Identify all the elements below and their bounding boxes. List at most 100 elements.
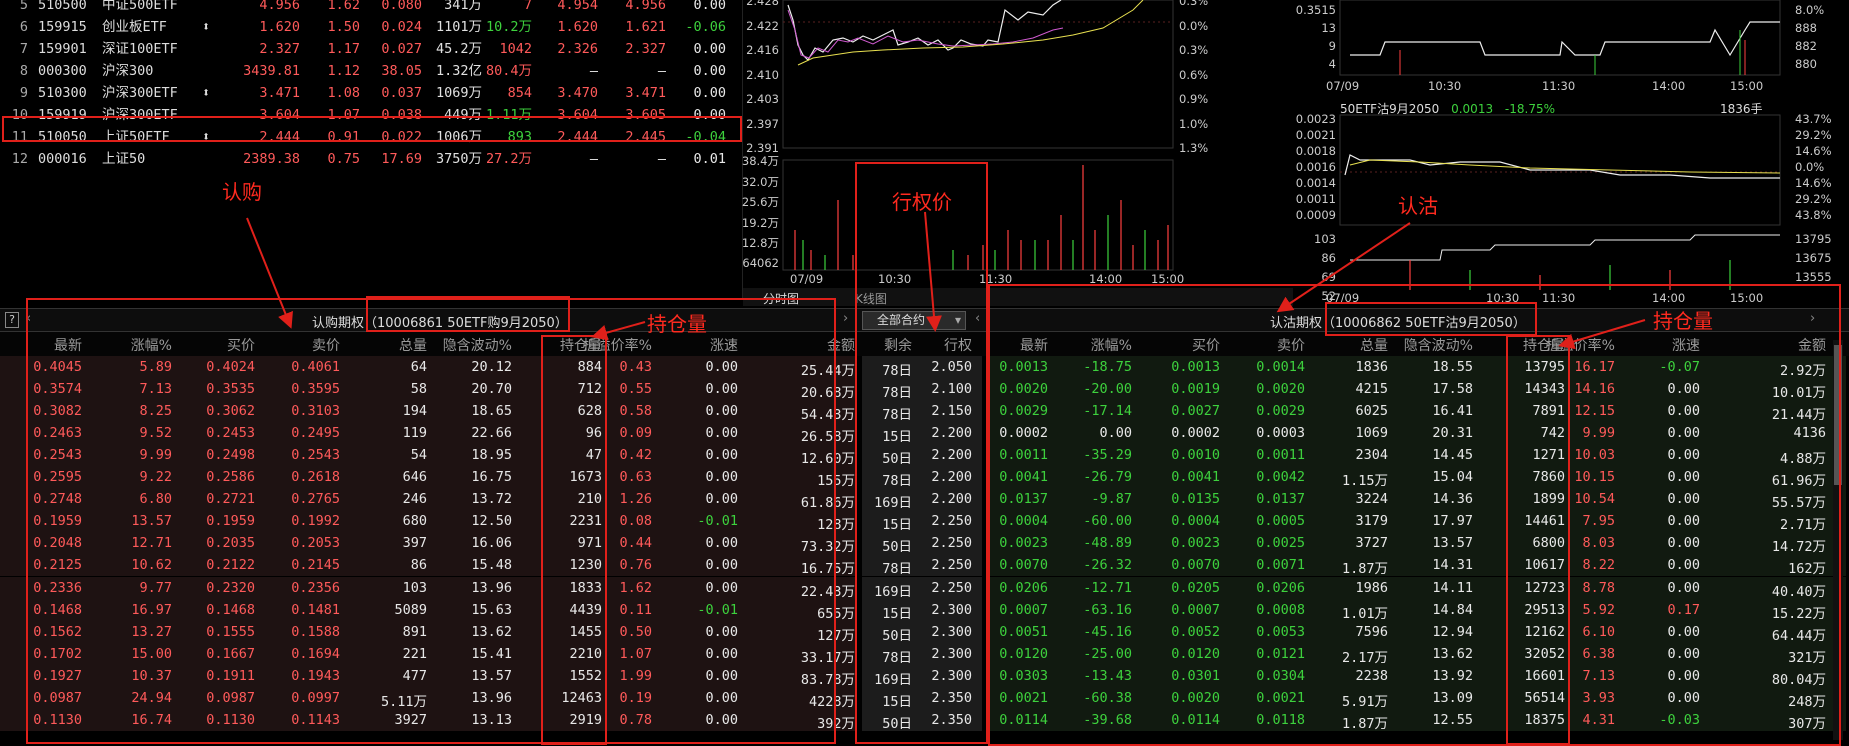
put-next-arrow-icon[interactable]: › bbox=[1810, 311, 1816, 326]
stock-pct: 1.17 bbox=[327, 41, 360, 57]
call-cell: 16.06 bbox=[471, 535, 512, 552]
put-col-header[interactable]: 买价 bbox=[1192, 338, 1220, 354]
call-next-arrow-icon[interactable]: › bbox=[843, 311, 849, 326]
table-row[interactable]: 0.0987 24.94 0.0987 0.0997 5.11万 13.96 12463 0.… bbox=[0, 686, 1849, 710]
strike-row-bg bbox=[862, 422, 982, 445]
stock-amount: 854 bbox=[507, 85, 532, 101]
axis-tick-label: 13 bbox=[1321, 21, 1336, 35]
stock-volume: 1069万 bbox=[435, 85, 482, 101]
put-prev-arrow-icon[interactable]: ‹ bbox=[975, 311, 981, 326]
axis-tick-label: 32.0万 bbox=[741, 174, 779, 189]
table-row[interactable]: 0.2125 10.62 0.2122 0.2145 86 15.48 1230 0.76 0.… bbox=[0, 554, 1849, 577]
stock-change: 0.038 bbox=[381, 107, 422, 123]
put-cell: 2238 bbox=[1355, 667, 1388, 684]
call-cell: 9.22 bbox=[139, 469, 172, 486]
table-row[interactable]: 0.2463 9.52 0.2453 0.2495 119 22.66 96 0.09 0.00… bbox=[0, 422, 1849, 445]
call-cell: 10.62 bbox=[131, 557, 172, 574]
call-cell: 2231 bbox=[569, 513, 602, 530]
stock-row[interactable]: 9 510300 沪深300ETF ⬍ 3.471 1.08 0.037 1069万 854 3.… bbox=[0, 82, 740, 104]
table-row[interactable]: 0.2748 6.80 0.2721 0.2765 246 13.72 210 1.26 0.0… bbox=[0, 488, 1849, 511]
table-row[interactable]: 0.4045 5.89 0.4024 0.4061 64 20.12 884 0.43 0.00… bbox=[0, 356, 1849, 379]
put-col-header[interactable]: 卖价 bbox=[1277, 338, 1305, 354]
stock-row[interactable]: 5 510500 中证500ETF 4.956 1.62 0.080 341万 7 4.954 4… bbox=[0, 0, 740, 16]
put-col-header[interactable]: 涨速 bbox=[1672, 338, 1700, 354]
put-col-header[interactable]: 最新 bbox=[1020, 338, 1048, 354]
stock-row[interactable]: 10 159919 沪深300ETF 3.604 1.07 0.038 449万 1.11万 3… bbox=[0, 104, 740, 126]
put-cell: -63.16 bbox=[1083, 601, 1132, 618]
call-col-header[interactable]: 折溢价率% bbox=[582, 338, 652, 354]
table-row[interactable]: 0.1562 13.27 0.1555 0.1588 891 13.62 1455 0.50 0… bbox=[0, 620, 1849, 644]
stock-row[interactable]: 6 159915 创业板ETF ⬍ 1.620 1.50 0.024 1101万 10.2万 1.… bbox=[0, 16, 740, 38]
put-col-header[interactable]: 持仓量 bbox=[1523, 338, 1565, 354]
option-chart[interactable]: 0.3515 13 9 4 8.0% 888 882 880 07/09 10:30 11:30… bbox=[1290, 0, 1849, 305]
call-col-header[interactable]: 总量 bbox=[399, 338, 427, 354]
table-row[interactable]: 0.1468 16.97 0.1468 0.1481 5089 15.63 4439 0.11… bbox=[0, 598, 1849, 622]
put-cell: 0.0303 bbox=[999, 667, 1048, 684]
call-col-header[interactable]: 涨幅% bbox=[130, 338, 172, 354]
stock-row[interactable]: 12 000016 上证50 2389.38 0.75 17.69 3750万 27.2万 — —… bbox=[0, 148, 740, 170]
call-col-header[interactable]: 买价 bbox=[227, 338, 255, 354]
table-row[interactable]: 0.1959 13.57 0.1959 0.1992 680 12.50 2231 0.08 -… bbox=[0, 510, 1849, 533]
stock-row[interactable]: 7 159901 深证100ETF 2.327 1.17 0.027 45.2万 1042 2.… bbox=[0, 38, 740, 60]
put-cell: 12162 bbox=[1524, 623, 1565, 640]
call-cell: 0.1959 bbox=[33, 513, 82, 530]
axis-tick-label: 0.0014 bbox=[1295, 176, 1336, 190]
put-cell: 0.0007 bbox=[1171, 601, 1220, 618]
call-cell: 0.2463 bbox=[33, 425, 82, 442]
call-col-header[interactable]: 涨速 bbox=[710, 338, 738, 354]
axis-tick-label: 0.0021 bbox=[1295, 128, 1336, 142]
help-icon[interactable]: ? bbox=[5, 312, 19, 328]
put-cell: 0.0304 bbox=[1256, 667, 1305, 684]
put-cell: 7860 bbox=[1532, 469, 1565, 486]
stock-volume: 341万 bbox=[444, 0, 482, 13]
tab-kline[interactable]: K线图 bbox=[855, 292, 887, 306]
call-cell: 12.60万 bbox=[800, 451, 855, 468]
put-col-header[interactable]: 涨幅% bbox=[1090, 338, 1132, 354]
put-cell: 0.0008 bbox=[1256, 601, 1305, 618]
table-row[interactable]: 0.1927 10.37 0.1911 0.1943 477 13.57 1552 1.99 0… bbox=[0, 664, 1849, 688]
scrollbar-thumb[interactable] bbox=[1834, 345, 1842, 485]
call-col-header[interactable]: 隐含波动% bbox=[442, 338, 512, 354]
call-row-bg bbox=[0, 598, 855, 621]
put-col-header[interactable]: 金额 bbox=[1798, 338, 1826, 354]
intraday-chart[interactable]: 2.428 2.422 2.416 2.410 2.403 2.397 2.391 0.3%… bbox=[741, 0, 1293, 306]
stock-bid: — bbox=[589, 151, 598, 167]
call-prev-arrow-icon[interactable]: ‹ bbox=[26, 311, 32, 326]
put-cell: -0.07 bbox=[1659, 359, 1700, 375]
time-tick-label: 07/09 bbox=[1326, 291, 1360, 305]
table-row[interactable]: 0.2595 9.22 0.2586 0.2618 646 16.75 1673 0.63 0.… bbox=[0, 466, 1849, 489]
stock-amount: 80.4万 bbox=[485, 63, 532, 79]
table-row[interactable]: 0.2048 12.71 0.2035 0.2053 397 16.06 971 0.44 0.… bbox=[0, 532, 1849, 555]
table-scrollbar[interactable] bbox=[1833, 340, 1843, 740]
stock-amount: 10.2万 bbox=[485, 19, 532, 35]
put-cell: 0.0118 bbox=[1256, 711, 1305, 728]
put-cell: 14.11 bbox=[1432, 579, 1473, 596]
table-row[interactable]: 0.3574 7.13 0.3535 0.3595 58 20.70 712 0.55 0.00… bbox=[0, 378, 1849, 401]
strike-col-header[interactable]: 行权 bbox=[944, 338, 972, 354]
axis-tick-label: 888 bbox=[1795, 21, 1817, 35]
put-col-header[interactable]: 隐含波动% bbox=[1403, 338, 1473, 354]
stock-flag: ⬍ bbox=[202, 19, 211, 35]
call-col-header[interactable]: 卖价 bbox=[312, 338, 340, 354]
call-cell: 0.09 bbox=[619, 425, 652, 442]
table-row[interactable]: 0.3082 8.25 0.3062 0.3103 194 18.65 628 0.58 0.0… bbox=[0, 400, 1849, 423]
put-cell: 0.0002 bbox=[999, 425, 1048, 442]
call-cell: 103 bbox=[402, 579, 427, 596]
call-col-header[interactable]: 最新 bbox=[54, 338, 82, 354]
strike-cell: 2.250 bbox=[931, 557, 972, 574]
put-cell: 0.0021 bbox=[999, 689, 1048, 706]
table-row[interactable]: 0.2543 9.99 0.2498 0.2543 54 18.95 47 0.42 0.00 1… bbox=[0, 444, 1849, 468]
call-col-header[interactable]: 持仓量 bbox=[560, 338, 602, 354]
strike-cell: 2.200 bbox=[931, 447, 972, 464]
table-row[interactable]: 0.1130 16.74 0.1130 0.1143 3927 13.13 2919 0.78… bbox=[0, 708, 1849, 732]
put-cell: 40.40万 bbox=[1771, 583, 1826, 600]
put-cell: -17.14 bbox=[1083, 403, 1132, 420]
call-cell: 1673 bbox=[569, 469, 602, 486]
stock-row[interactable]: 8 000300 沪深300 3439.81 1.12 38.05 1.32亿 80.4万 — —… bbox=[0, 60, 740, 82]
table-row[interactable]: 0.1702 15.00 0.1667 0.1694 221 15.41 2210 1.07 0… bbox=[0, 642, 1849, 666]
strike-col-header[interactable]: 剩余 bbox=[884, 338, 912, 354]
put-col-header[interactable]: 总量 bbox=[1360, 338, 1388, 354]
table-row[interactable]: 0.2336 9.77 0.2320 0.2356 103 13.96 1833 1.62 0.… bbox=[0, 576, 1849, 600]
put-cell: 0.0005 bbox=[1256, 513, 1305, 530]
put-cell: 6025 bbox=[1355, 403, 1388, 420]
